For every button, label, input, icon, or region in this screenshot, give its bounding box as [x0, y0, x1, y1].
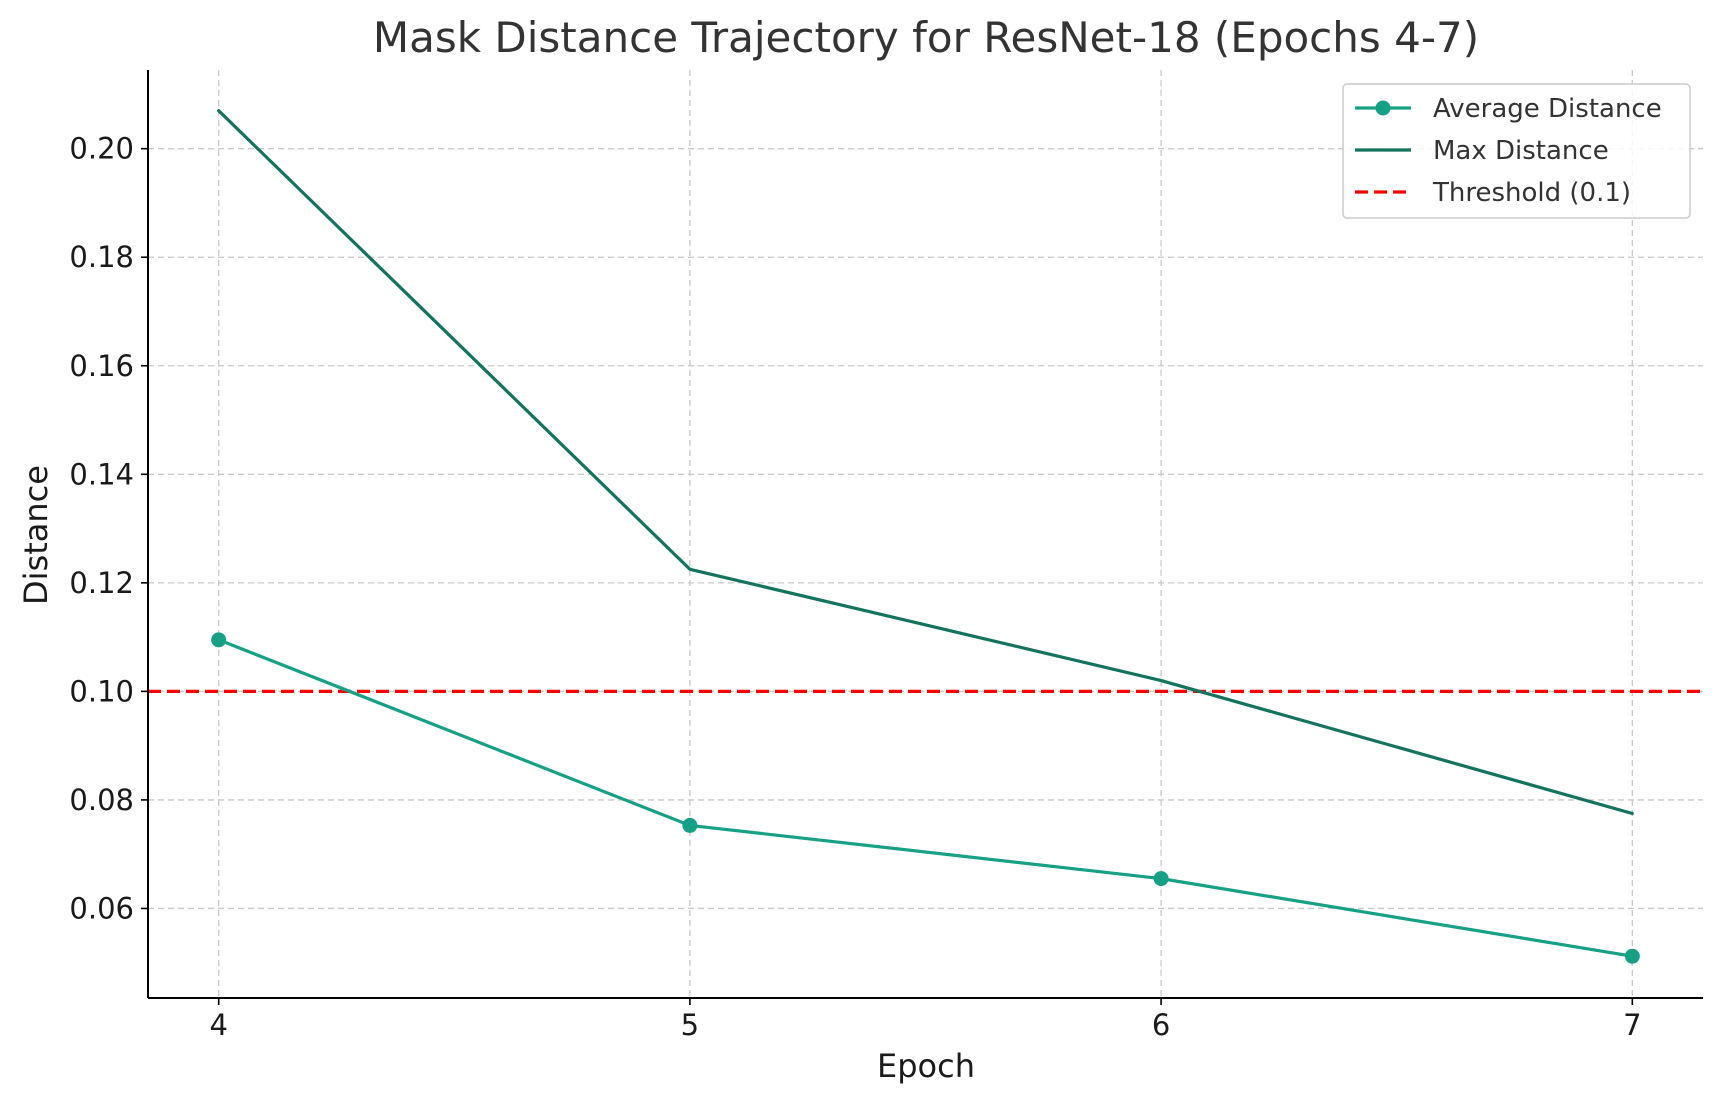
x-tick-label: 6: [1152, 1008, 1170, 1042]
y-tick-label: 0.10: [69, 674, 134, 708]
average-distance-point: [1624, 948, 1640, 964]
average-distance-point: [682, 817, 698, 833]
chart-title: Mask Distance Trajectory for ResNet-18 (…: [373, 13, 1479, 62]
legend-marker-average-distance: [1375, 100, 1391, 116]
y-tick-label: 0.16: [69, 349, 134, 383]
legend: Average Distance Max Distance Threshold (0…: [1342, 83, 1691, 219]
average-distance-line: [217, 638, 1634, 958]
legend-label-max-distance: Max Distance: [1433, 136, 1609, 166]
x-tick-label: 5: [681, 1008, 699, 1042]
y-axis-label: Distance: [17, 465, 55, 605]
average-distance-point: [211, 632, 227, 648]
average-distance-point: [1153, 871, 1169, 887]
legend-label-average-distance: Average Distance: [1433, 94, 1662, 124]
legend-label-threshold-0-1: Threshold (0.1): [1432, 178, 1631, 208]
series-layer: [211, 109, 1640, 964]
y-tick-label: 0.14: [69, 457, 134, 491]
y-tick-label: 0.20: [69, 132, 134, 166]
tick-layer: 4 5 6 7 0.06 0.08 0.10 0.12 0.14 0.16 0.18 0.20: [69, 132, 1641, 1042]
max-distance-line: [217, 109, 1634, 816]
x-tick-label: 7: [1623, 1008, 1641, 1042]
y-tick-label: 0.08: [69, 783, 134, 817]
x-tick-label: 4: [209, 1008, 227, 1042]
y-tick-label: 0.12: [69, 566, 134, 600]
y-tick-label: 0.06: [69, 891, 134, 925]
x-axis-label: Epoch: [877, 1047, 975, 1085]
axes-layer: [147, 70, 1703, 999]
legend-frame: [1342, 83, 1691, 219]
y-tick-label: 0.18: [69, 240, 134, 274]
